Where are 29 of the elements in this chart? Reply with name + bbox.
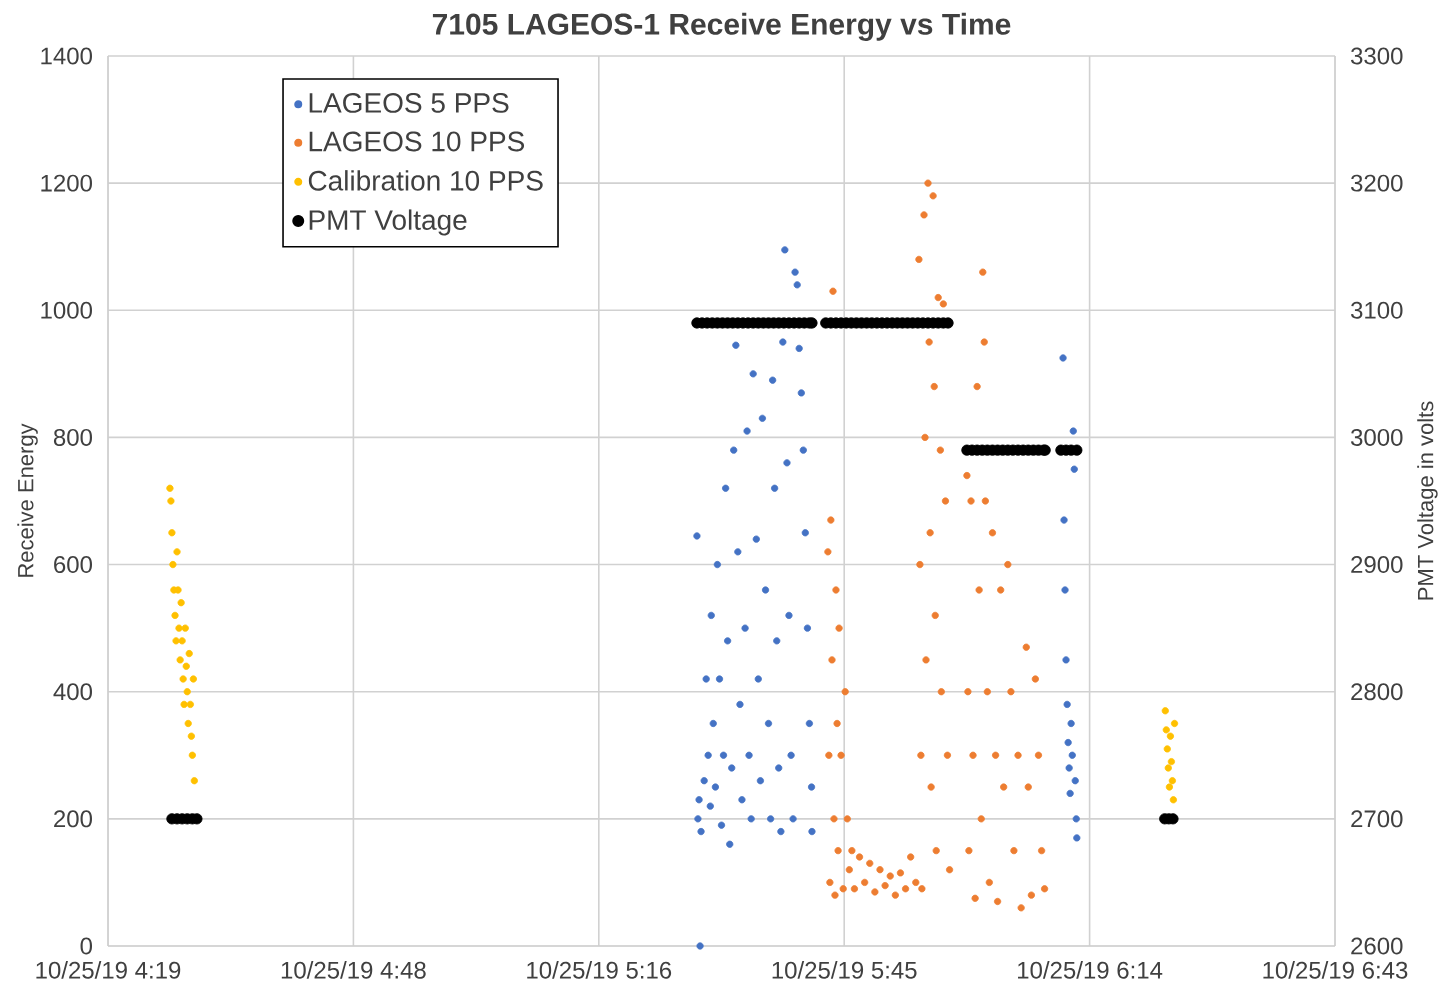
x-tick-label: 10/25/19 5:45 xyxy=(772,961,917,979)
y-tick-label: 1000 xyxy=(41,301,92,319)
y-tick-label: 200 xyxy=(54,810,93,828)
y2-axis-title: PMT Voltage in volts xyxy=(1417,401,1438,600)
x-tick-label: 10/25/19 4:19 xyxy=(36,961,181,979)
y2-tick-label: 3000 xyxy=(1350,428,1403,446)
legend-label: LAGEOS 10 PPS xyxy=(309,131,525,152)
chart-title: 7105 LAGEOS-1 Receive Energy vs Time xyxy=(432,12,1011,41)
x-tick-label: 10/25/19 5:16 xyxy=(527,961,672,979)
y-tick-label: 600 xyxy=(54,556,93,574)
legend-label: Calibration 10 PPS xyxy=(308,170,543,191)
legend-label: PMT Voltage xyxy=(309,209,467,236)
y2-tick-label: 2600 xyxy=(1351,937,1403,955)
y2-tick-label: 3100 xyxy=(1350,301,1403,319)
y2-tick-label: 3300 xyxy=(1350,47,1403,65)
y-axis-title: Receive Energy xyxy=(17,423,38,577)
x-tick-label: 10/25/19 6:14 xyxy=(1018,961,1163,979)
y2-tick-label: 2700 xyxy=(1351,810,1403,828)
y-tick-label: 800 xyxy=(53,428,93,446)
y-tick-label: 1200 xyxy=(41,174,92,192)
x-tick-label: 10/25/19 4:48 xyxy=(281,961,426,979)
y-tick-label: 1400 xyxy=(41,47,92,65)
legend-label: LAGEOS 5 PPS xyxy=(309,93,509,113)
x-tick-label: 10/25/19 6:43 xyxy=(1263,961,1408,979)
y-tick-label: 400 xyxy=(53,683,93,701)
y2-tick-label: 2800 xyxy=(1351,683,1403,701)
y2-tick-label: 3200 xyxy=(1350,174,1403,192)
y-tick-label: 0 xyxy=(80,937,93,955)
y2-tick-label: 2900 xyxy=(1351,556,1403,574)
